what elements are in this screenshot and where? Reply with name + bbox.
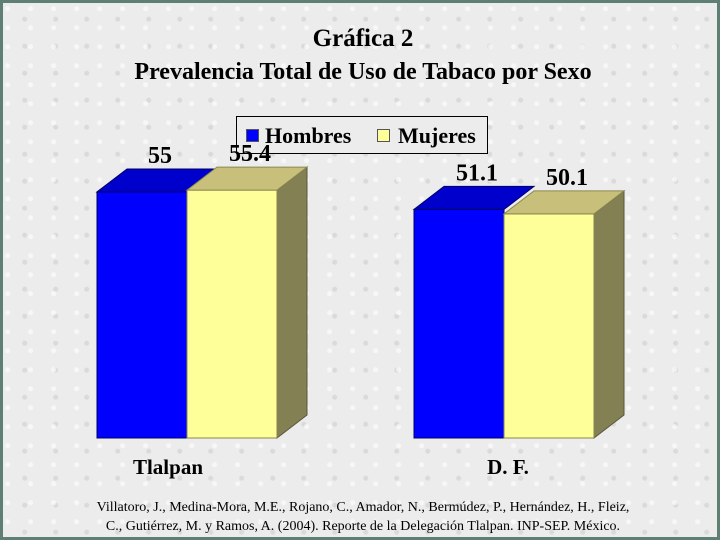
bar-side-mujeres-0 xyxy=(276,166,308,440)
bar-mujeres-0 xyxy=(186,189,278,439)
bar-mujeres-1 xyxy=(503,213,595,439)
category-label-1: D. F. xyxy=(487,455,529,479)
chart-subtitle: Prevalencia Total de Uso de Tabaco por S… xyxy=(134,59,592,85)
chart-title: Gráfica 2 xyxy=(312,25,414,52)
legend: Hombres Mujeres xyxy=(236,116,488,154)
source-line-1: Villatoro, J., Medina-Mora, M.E., Rojano… xyxy=(96,500,630,515)
bar-side-mujeres-1 xyxy=(593,189,625,440)
value-label-hombres-1: 51.1 xyxy=(456,160,498,186)
bar-top-mujeres-0 xyxy=(185,166,309,191)
bar-top-mujeres-1 xyxy=(502,190,626,215)
source-line-2: C., Gutiérrez, M. y Ramos, A. (2004). Re… xyxy=(105,519,621,534)
legend-label-mujeres: Mujeres xyxy=(398,123,476,148)
source-citation: Villatoro, J., Medina-Mora, M.E., Rojano… xyxy=(43,498,683,536)
bar-top-hombres-1 xyxy=(412,185,536,210)
legend-label-hombres: Hombres xyxy=(265,123,352,148)
bar-hombres-1 xyxy=(413,208,505,439)
bar-hombres-0 xyxy=(96,191,188,439)
bar-chart: 55 55.4 Tlalpan 51.1 50.1 D. F. xyxy=(95,141,626,479)
category-label-0: Tlalpan xyxy=(133,455,203,479)
value-label-hombres-0: 55 xyxy=(148,143,172,169)
value-label-mujeres-1: 50.1 xyxy=(546,165,588,191)
legend-swatch-hombres xyxy=(246,129,259,142)
legend-swatch-mujeres xyxy=(377,129,390,142)
value-label-mujeres-0: 55.4 xyxy=(229,141,271,167)
